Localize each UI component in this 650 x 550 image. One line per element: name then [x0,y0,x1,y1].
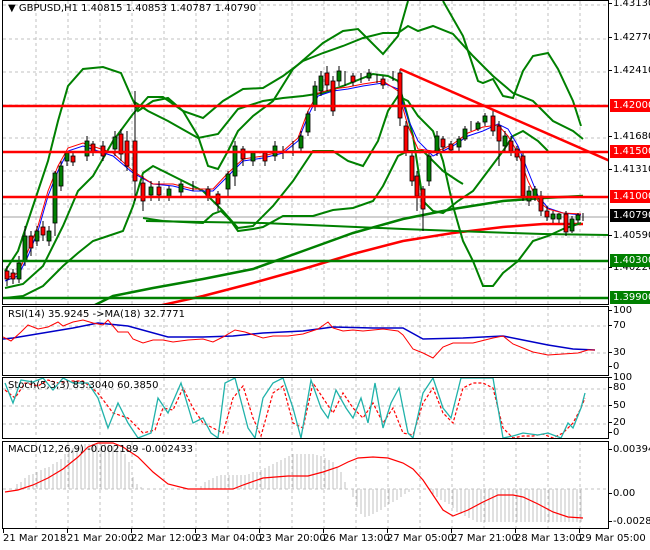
price-tag-resistance: 1.41500 [610,145,650,158]
price-tag-current: 1.40790 [610,209,650,222]
time-tick-mark [387,529,388,533]
rsi-tick: 70 [609,320,626,331]
price-tick: 1.41310 [608,164,650,175]
stochastic-axis: 100 80 50 20 0 [608,0,650,438]
time-tick-mark [323,529,324,533]
time-label: 22 Mar 12:00 [131,533,198,544]
macd-histogram [16,444,582,522]
rsi-tick: 0 [608,361,620,372]
time-label: 21 Mar 2018 [3,533,67,544]
descending-trendline [399,67,608,162]
time-label: 26 Mar 13:00 [323,533,390,544]
time-label: 23 Mar 20:00 [259,533,326,544]
macd-canvas [3,442,608,528]
stoch-tick: 50 [609,400,626,411]
price-grid [3,1,608,304]
time-tick-mark [3,529,4,533]
stochastic-canvas [3,378,608,438]
stoch-tick: 0 [608,427,620,438]
time-label: 28 Mar 13:00 [515,533,582,544]
price-tag-resistance: 1.42000 [610,99,650,112]
rsi-tick: 100 [608,305,633,316]
price-tick: 1.43130 [608,0,650,9]
rsi-canvas [3,307,608,375]
time-label: 27 Mar 05:00 [387,533,454,544]
rsi-title: RSI(14) 35.9245 ->MA(18) 32.7771 [8,309,185,320]
time-tick-mark [259,529,260,533]
macd-tick: 0.003944 [609,444,650,455]
price-tick: 1.40590 [608,230,650,241]
macd-axis: 0.003944 0.00 -0.002875 [608,0,650,527]
stochastic-title: Stoch(5,3,3) 83.3040 60.3850 [8,380,159,391]
time-label: 27 Mar 21:00 [451,533,518,544]
macd-panel[interactable]: MACD(12,26,9) -0.002189 -0.002433 [2,441,609,529]
price-axis: 1.43130 1.42770 1.42410 1.41680 1.41310 … [608,0,650,305]
time-tick-mark [195,529,196,533]
price-tag-support: 1.40300 [610,254,650,267]
price-chart-canvas [3,1,608,304]
time-axis: 21 Mar 2018 21 Mar 20:00 22 Mar 12:00 23… [0,529,650,550]
stoch-tick: 80 [609,382,626,393]
rsi-panel[interactable]: RSI(14) 35.9245 ->MA(18) 32.7771 [2,306,609,376]
rsi-tick: 30 [609,347,626,358]
price-tag-support: 1.39900 [610,291,650,304]
rsi-axis: 100 70 30 0 [608,0,650,372]
price-tag-resistance: 1.41000 [610,190,650,203]
macd-tick: -0.002875 [608,516,650,527]
price-tick: 1.42770 [608,32,650,43]
candles [4,66,584,286]
stoch-tick: 100 [608,372,633,383]
time-label: 29 Mar 05:00 [579,533,646,544]
chart-menu-arrow-icon[interactable]: ▼ [8,3,16,14]
time-tick-mark [451,529,452,533]
time-label: 23 Mar 04:00 [195,533,262,544]
price-chart-panel[interactable]: ▼ GBPUSD,H1 1.40815 1.40853 1.40787 1.40… [2,0,609,305]
macd-tick: 0.00 [608,488,636,499]
stoch-tick: 20 [609,417,626,428]
chart-title: ▼ GBPUSD,H1 1.40815 1.40853 1.40787 1.40… [8,3,257,14]
time-tick-mark [67,529,68,533]
price-tick: 1.41680 [608,131,650,142]
time-tick-mark [515,529,516,533]
stochastic-panel[interactable]: Stoch(5,3,3) 83.3040 60.3850 [2,377,609,439]
macd-title: MACD(12,26,9) -0.002189 -0.002433 [8,444,193,455]
price-tick: 1.42410 [608,65,650,76]
time-tick-mark [131,529,132,533]
price-tick: 1.40220 [608,262,650,273]
time-tick-mark [579,529,580,533]
time-label: 21 Mar 20:00 [67,533,134,544]
